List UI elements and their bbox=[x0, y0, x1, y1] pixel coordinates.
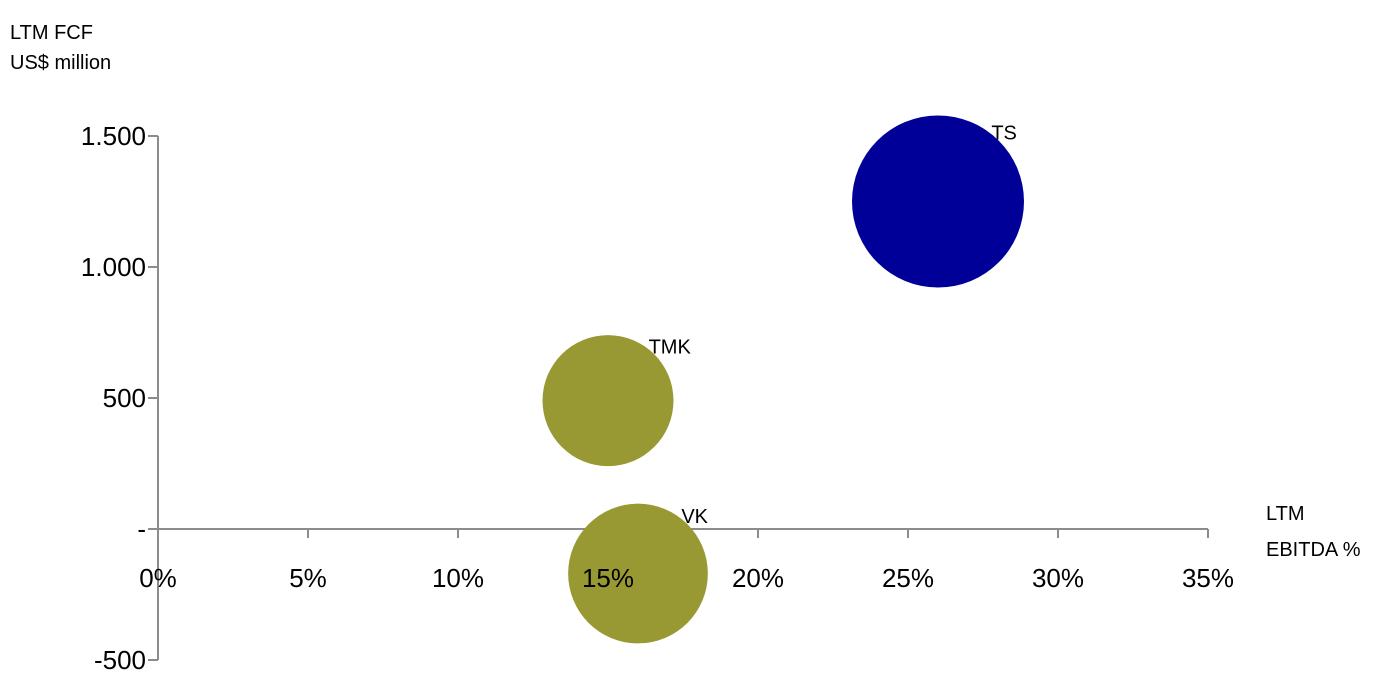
x-tick-label: 15% bbox=[582, 563, 634, 593]
bubble-ts bbox=[852, 115, 1024, 288]
y-tick-label: -500 bbox=[94, 645, 146, 673]
y-tick-label: 500 bbox=[103, 383, 146, 413]
bubble-label-ts: TS bbox=[991, 123, 1017, 145]
x-tick-label: 35% bbox=[1182, 563, 1234, 593]
x-tick-label: 20% bbox=[732, 563, 784, 593]
x-tick-label: 10% bbox=[432, 563, 484, 593]
bubble-label-vk: VK bbox=[681, 506, 708, 528]
x-axis-title-line-2: EBITDA % bbox=[1266, 539, 1361, 561]
x-axis-title-line-1: LTM bbox=[1266, 503, 1305, 525]
bubble-label-tmk: TMK bbox=[649, 336, 692, 358]
y-tick-label: 1.000 bbox=[81, 252, 146, 282]
y-tick-label: - bbox=[137, 514, 146, 544]
y-tick-label: 1.500 bbox=[81, 121, 146, 151]
x-tick-label: 0% bbox=[139, 563, 177, 593]
x-tick-label: 30% bbox=[1032, 563, 1084, 593]
bubble-tmk bbox=[542, 335, 674, 467]
y-axis-title-line-1: LTM FCF bbox=[10, 22, 93, 44]
y-axis-title-line-2: US$ million bbox=[10, 52, 112, 74]
x-tick-label: 5% bbox=[289, 563, 327, 593]
bubble-vk bbox=[568, 503, 708, 644]
x-tick-label: 25% bbox=[882, 563, 934, 593]
